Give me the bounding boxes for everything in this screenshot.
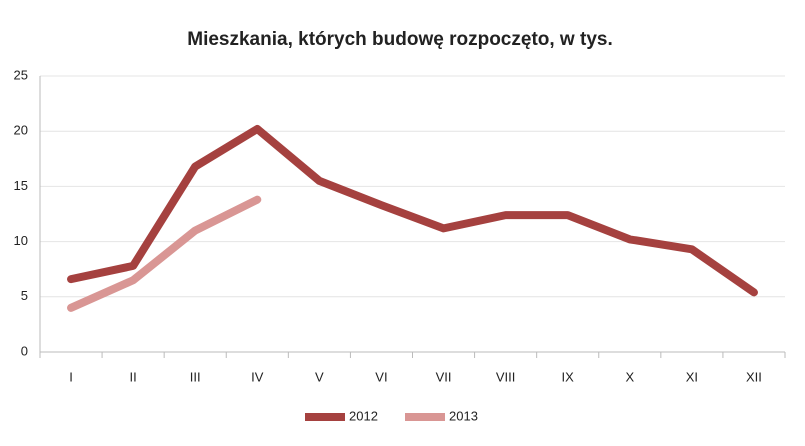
y-tick-label: 20 [14,123,28,138]
x-tick-label: V [315,369,324,384]
x-tick-label: VII [436,369,452,384]
x-tick-label: IX [562,369,575,384]
y-tick-label: 5 [21,288,28,303]
x-tick-label: II [130,369,137,384]
y-tick-label: 0 [21,343,28,358]
y-tick-label: 25 [14,67,28,82]
x-tick-label: VIII [496,369,516,384]
y-tick-label: 10 [14,233,28,248]
x-tick-label: VI [375,369,387,384]
x-tick-label: III [190,369,201,384]
chart-title: Mieszkania, których budowę rozpoczęto, w… [187,29,612,50]
x-tick-label: XI [686,369,698,384]
x-tick-label: X [625,369,634,384]
x-tick-label: IV [251,369,264,384]
series-line [67,195,262,312]
x-tick-label: I [69,369,73,384]
legend-label: 2012 [349,408,378,423]
x-tick-label: XII [746,369,762,384]
y-tick-label: 15 [14,178,28,193]
legend-label: 2013 [449,408,478,423]
series-line [67,124,758,297]
